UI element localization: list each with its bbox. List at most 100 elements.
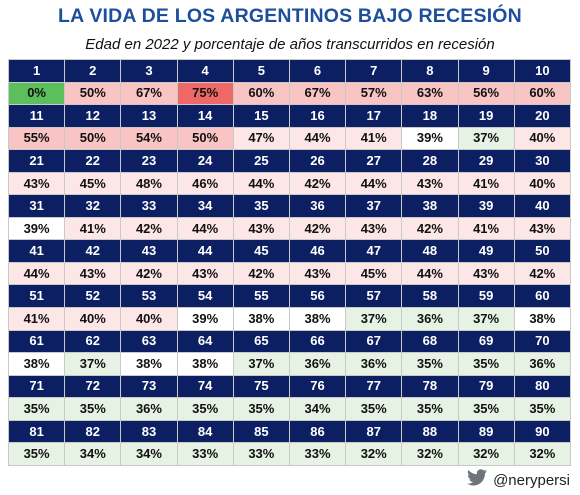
percentage-cell: 43% bbox=[64, 261, 122, 286]
percentage-cell: 37% bbox=[64, 352, 122, 376]
age-row: 41 42 43 44 45 46 47 48 49 50 bbox=[7, 239, 572, 263]
age-cell: 33 bbox=[120, 194, 178, 218]
age-cell: 63 bbox=[120, 329, 178, 354]
age-cell: 59 bbox=[457, 284, 515, 309]
footer-credit: @nerypersi bbox=[467, 469, 570, 490]
percentage-cell: 42% bbox=[120, 261, 178, 286]
age-cell: 20 bbox=[513, 104, 572, 128]
percentage-cell: 67% bbox=[120, 81, 178, 106]
age-cell: 19 bbox=[457, 104, 515, 128]
age-cell: 80 bbox=[513, 374, 572, 399]
age-cell: 58 bbox=[401, 284, 459, 309]
percentage-cell: 38% bbox=[288, 307, 347, 331]
age-cell: 46 bbox=[288, 239, 347, 263]
percentage-cell: 33% bbox=[176, 442, 234, 466]
percentage-cell: 42% bbox=[288, 216, 347, 241]
percentage-cell: 38% bbox=[513, 307, 572, 331]
percentage-cell: 35% bbox=[457, 352, 515, 376]
percentage-cell: 36% bbox=[120, 397, 178, 421]
percentage-row: 41% 40% 40% 39% 38% 38% 37% 36% 37% 38% bbox=[7, 307, 572, 331]
age-cell: 79 bbox=[457, 374, 515, 399]
chart-subtitle: Edad en 2022 y porcentaje de años transc… bbox=[85, 36, 495, 53]
age-cell: 36 bbox=[288, 194, 347, 218]
age-cell: 14 bbox=[176, 104, 234, 128]
age-row: 31 32 33 34 35 36 37 38 39 40 bbox=[7, 194, 572, 218]
age-cell: 76 bbox=[288, 374, 347, 399]
percentage-row: 0% 50% 67% 75% 60% 67% 57% 63% 56% 60% bbox=[7, 81, 572, 106]
age-cell: 89 bbox=[457, 419, 515, 444]
age-row: 81 82 83 84 85 86 87 88 89 90 bbox=[7, 419, 572, 444]
percentage-cell: 40% bbox=[513, 171, 572, 196]
percentage-cell: 36% bbox=[401, 307, 459, 331]
age-cell: 40 bbox=[513, 194, 572, 218]
percentage-cell: 47% bbox=[232, 126, 290, 151]
percentage-cell: 44% bbox=[401, 261, 459, 286]
percentage-cell: 35% bbox=[401, 352, 459, 376]
percentage-cell: 46% bbox=[176, 171, 234, 196]
percentage-cell: 41% bbox=[64, 216, 122, 241]
age-cell: 25 bbox=[232, 149, 290, 173]
percentage-cell: 60% bbox=[232, 81, 290, 106]
percentage-cell: 34% bbox=[120, 442, 178, 466]
age-cell: 53 bbox=[120, 284, 178, 309]
percentage-cell: 33% bbox=[232, 442, 290, 466]
age-cell: 27 bbox=[345, 149, 403, 173]
percentage-cell: 43% bbox=[232, 216, 290, 241]
percentage-cell: 36% bbox=[345, 352, 403, 376]
age-cell: 61 bbox=[7, 329, 66, 354]
age-cell: 74 bbox=[176, 374, 234, 399]
percentage-cell: 48% bbox=[120, 171, 178, 196]
age-cell: 22 bbox=[64, 149, 122, 173]
age-cell: 55 bbox=[232, 284, 290, 309]
age-row: 11 12 13 14 15 16 17 18 19 20 bbox=[7, 104, 572, 128]
percentage-cell: 38% bbox=[7, 352, 66, 376]
age-cell: 85 bbox=[232, 419, 290, 444]
percentage-cell: 35% bbox=[64, 397, 122, 421]
age-cell: 10 bbox=[513, 59, 572, 83]
percentage-cell: 37% bbox=[232, 352, 290, 376]
percentage-cell: 44% bbox=[345, 171, 403, 196]
age-cell: 82 bbox=[64, 419, 122, 444]
percentage-cell: 63% bbox=[401, 81, 459, 106]
age-cell: 86 bbox=[288, 419, 347, 444]
percentage-cell: 40% bbox=[513, 126, 572, 151]
age-cell: 8 bbox=[401, 59, 459, 83]
percentage-cell: 39% bbox=[176, 307, 234, 331]
author-handle: @nerypersi bbox=[493, 471, 570, 489]
age-cell: 15 bbox=[232, 104, 290, 128]
percentage-cell: 39% bbox=[7, 216, 66, 241]
age-cell: 12 bbox=[64, 104, 122, 128]
percentage-cell: 35% bbox=[457, 397, 515, 421]
percentage-cell: 43% bbox=[457, 261, 515, 286]
percentage-cell: 37% bbox=[457, 126, 515, 151]
recession-table: 1 2 3 4 5 6 7 8 9 10 0% 50% 67% 75% 60% 67% 57% 63% 56% 60%… bbox=[7, 59, 572, 466]
age-cell: 13 bbox=[120, 104, 178, 128]
age-cell: 34 bbox=[176, 194, 234, 218]
percentage-cell: 54% bbox=[120, 126, 178, 151]
age-cell: 69 bbox=[457, 329, 515, 354]
percentage-cell: 45% bbox=[64, 171, 122, 196]
age-cell: 54 bbox=[176, 284, 234, 309]
age-cell: 78 bbox=[401, 374, 459, 399]
age-cell: 38 bbox=[401, 194, 459, 218]
age-cell: 65 bbox=[232, 329, 290, 354]
percentage-cell: 35% bbox=[176, 397, 234, 421]
percentage-cell: 37% bbox=[345, 307, 403, 331]
percentage-cell: 45% bbox=[345, 261, 403, 286]
age-cell: 51 bbox=[7, 284, 66, 309]
percentage-cell: 35% bbox=[7, 397, 66, 421]
percentage-cell: 38% bbox=[120, 352, 178, 376]
percentage-cell: 60% bbox=[513, 81, 572, 106]
age-cell: 70 bbox=[513, 329, 572, 354]
age-cell: 90 bbox=[513, 419, 572, 444]
percentage-cell: 44% bbox=[176, 216, 234, 241]
percentage-cell: 36% bbox=[288, 352, 347, 376]
age-row: 71 72 73 74 75 76 77 78 79 80 bbox=[7, 374, 572, 399]
percentage-cell: 35% bbox=[513, 397, 572, 421]
percentage-cell: 40% bbox=[64, 307, 122, 331]
age-cell: 39 bbox=[457, 194, 515, 218]
percentage-cell: 32% bbox=[345, 442, 403, 466]
age-cell: 48 bbox=[401, 239, 459, 263]
age-cell: 1 bbox=[7, 59, 66, 83]
percentage-cell: 50% bbox=[176, 126, 234, 151]
